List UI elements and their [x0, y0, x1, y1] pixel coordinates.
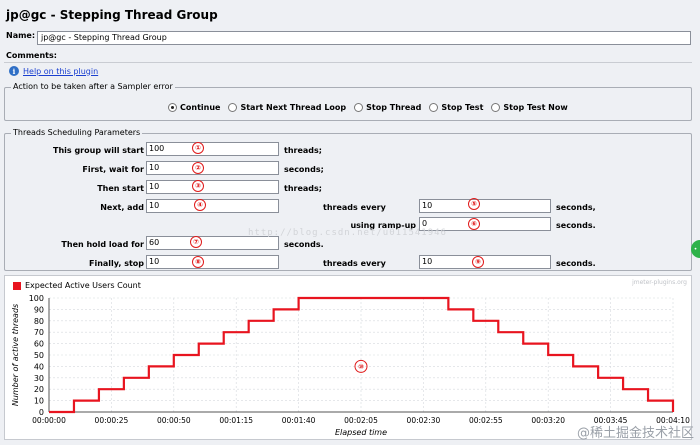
y-tick-label: 20 [34, 385, 44, 394]
annotation-badge-2: ② [192, 162, 204, 174]
sampler-error-title: Action to be taken after a Sampler error [11, 82, 175, 91]
chart-svg: 0 10 20 30 40 50 60 70 80 90 100 00:00:00 00:00:25 00… [11, 294, 690, 437]
y-tick-label: 40 [34, 362, 44, 371]
y-tick-label: 60 [34, 340, 44, 349]
threads-every-input-1[interactable]: 10 [419, 199, 551, 213]
info-icon: i [9, 66, 19, 76]
y-tick-label: 90 [34, 305, 44, 314]
threads-every-unit-2: seconds. [556, 259, 596, 268]
y-tick-label: 0 [39, 408, 44, 417]
x-tick-label: 00:04:10 [656, 416, 690, 425]
first-wait-label: First, wait for [82, 165, 144, 174]
radio-stop-thread[interactable]: Stop Thread [354, 103, 421, 112]
x-tick-label: 00:00:50 [157, 416, 191, 425]
annotation-badge-9: ⑨ [472, 256, 484, 268]
radio-label: Stop Test Now [503, 103, 568, 112]
y-tick-label: 70 [34, 328, 44, 337]
x-tick-label: 00:02:55 [469, 416, 503, 425]
y-axis-label: Number of active threads [11, 304, 20, 406]
radio-stop-test[interactable]: Stop Test [429, 103, 483, 112]
next-add-label: Next, add [100, 203, 144, 212]
then-start-unit: threads; [284, 184, 322, 193]
y-tick-label: 80 [34, 317, 44, 326]
radio-start-next-loop[interactable]: Start Next Thread Loop [228, 103, 346, 112]
hold-load-label: Then hold load for [61, 240, 144, 249]
series-line [49, 296, 675, 414]
chart-watermark: jmeter-plugins.org [632, 279, 687, 286]
annotation-badge-8: ⑧ [192, 256, 204, 268]
y-tick-label: 30 [34, 374, 44, 383]
legend-swatch [13, 281, 21, 290]
y-tick-label: 50 [34, 351, 44, 360]
chart-legend: Expected Active Users Count [13, 281, 141, 290]
then-start-label: Then start [97, 184, 144, 193]
start-threads-unit: threads; [284, 146, 322, 155]
x-tick-label: 00:01:40 [282, 416, 316, 425]
annotation-badge-3: ③ [192, 180, 204, 192]
radio-indicator[interactable] [491, 103, 501, 112]
radio-indicator[interactable] [228, 103, 238, 112]
name-row: Name: [6, 31, 35, 40]
annotation-badge-4: ④ [194, 199, 206, 211]
x-tick-label: 00:00:00 [32, 416, 66, 425]
hold-load-input[interactable]: 60 [146, 236, 279, 250]
using-rampup-input[interactable]: 0 [419, 217, 551, 231]
url-watermark: http://blog.csdn.net/u011541946 [248, 228, 447, 238]
then-start-input[interactable]: 10 [146, 180, 279, 194]
threads-every-unit-1: seconds, [556, 203, 596, 212]
radio-label: Stop Test [441, 103, 484, 112]
help-link[interactable]: Help on this plugin [23, 66, 99, 76]
scheduling-panel: Threads Scheduling Parameters [4, 128, 692, 271]
annotation-badge-6: ⑥ [468, 218, 480, 230]
radio-continue[interactable]: Continue [168, 103, 220, 112]
radio-label: Start Next Thread Loop [240, 103, 347, 112]
threads-every-label-2: threads every [323, 259, 386, 268]
comments-field[interactable] [4, 62, 692, 64]
x-tick-label: 00:03:45 [594, 416, 628, 425]
x-tick-label: 00:00:25 [95, 416, 129, 425]
first-wait-unit: seconds; [284, 165, 324, 174]
radio-indicator[interactable] [354, 103, 364, 112]
y-tick-label: 10 [34, 397, 44, 406]
radio-label: Stop Thread [366, 103, 422, 112]
using-rampup-label: using ramp-up [350, 221, 416, 230]
threads-every-input-2[interactable]: 10 [419, 255, 551, 269]
corner-watermark: @稀土掘金技术社区 [576, 426, 694, 441]
start-threads-input[interactable]: 100 [146, 142, 279, 156]
annotation-badge-1: ① [192, 142, 204, 154]
name-input[interactable]: jp@gc - Stepping Thread Group [37, 31, 691, 45]
x-axis-label: Elapsed time [335, 428, 387, 437]
radio-label: Continue [180, 103, 221, 112]
radio-stop-test-now[interactable]: Stop Test Now [491, 103, 568, 112]
x-tick-label: 00:02:30 [407, 416, 441, 425]
next-add-input[interactable]: 10 [146, 199, 279, 213]
help-link-row[interactable]: i Help on this plugin [9, 66, 98, 76]
x-tick-label: 00:03:20 [531, 416, 565, 425]
finally-stop-input[interactable]: 10 [146, 255, 279, 269]
sampler-error-panel: Action to be taken after a Sampler error [4, 82, 692, 121]
scheduling-title: Threads Scheduling Parameters [11, 128, 143, 137]
x-tick-label: 00:02:05 [344, 416, 378, 425]
annotation-badge-7: ⑦ [190, 236, 202, 248]
comments-label: Comments: [6, 51, 57, 60]
start-threads-label: This group will start [53, 146, 144, 155]
sampler-error-options: Continue Start Next Thread Loop Stop Thr… [168, 103, 568, 112]
legend-label: Expected Active Users Count [25, 281, 141, 290]
x-tick-label: 00:01:15 [219, 416, 253, 425]
using-rampup-unit: seconds. [556, 221, 596, 230]
annotation-badge-10-circle [354, 359, 368, 373]
expected-users-chart: Expected Active Users Count jmeter-plugi… [4, 275, 692, 440]
window-title: jp@gc - Stepping Thread Group [6, 8, 218, 22]
first-wait-input[interactable]: 10 [146, 161, 279, 175]
finally-stop-label: Finally, stop [88, 259, 144, 268]
annotation-badge-5: ⑤ [468, 198, 480, 210]
threads-every-label-1: threads every [323, 203, 386, 212]
radio-indicator[interactable] [429, 103, 439, 112]
annotation-badge-10: ⑩ [358, 363, 364, 371]
y-tick-label: 100 [29, 294, 44, 303]
side-tab[interactable]: • [691, 240, 700, 258]
name-label: Name: [6, 31, 36, 40]
radio-indicator-selected[interactable] [168, 103, 177, 112]
hold-load-unit: seconds. [284, 240, 324, 249]
